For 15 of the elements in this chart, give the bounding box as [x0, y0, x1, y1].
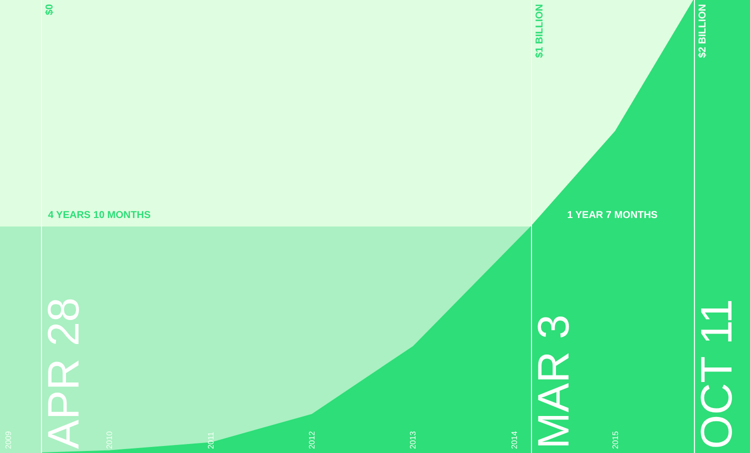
ref-line-label: $1 BILLION	[534, 4, 546, 58]
x-tick-label: 2013	[408, 430, 418, 449]
x-tick-label: 2015	[610, 430, 620, 449]
x-tick-label: 2012	[307, 430, 316, 449]
annotation: OCT 11	[692, 299, 742, 449]
ref-line-label: $2 BILLION	[697, 4, 708, 58]
ref-line-label: $0	[44, 4, 56, 16]
annotation: 1 YEAR 7 MONTHS	[567, 210, 658, 221]
x-tick-label: 2014	[510, 430, 519, 449]
annotation: 4 YEARS 10 MONTHS	[48, 210, 151, 221]
annotation: APR 28	[39, 297, 88, 449]
x-tick-label: 2009	[4, 430, 14, 449]
x-tick-label: 2011	[206, 431, 216, 449]
x-tick-label: 2010	[105, 430, 114, 449]
annotation: MAR 3	[530, 314, 579, 449]
